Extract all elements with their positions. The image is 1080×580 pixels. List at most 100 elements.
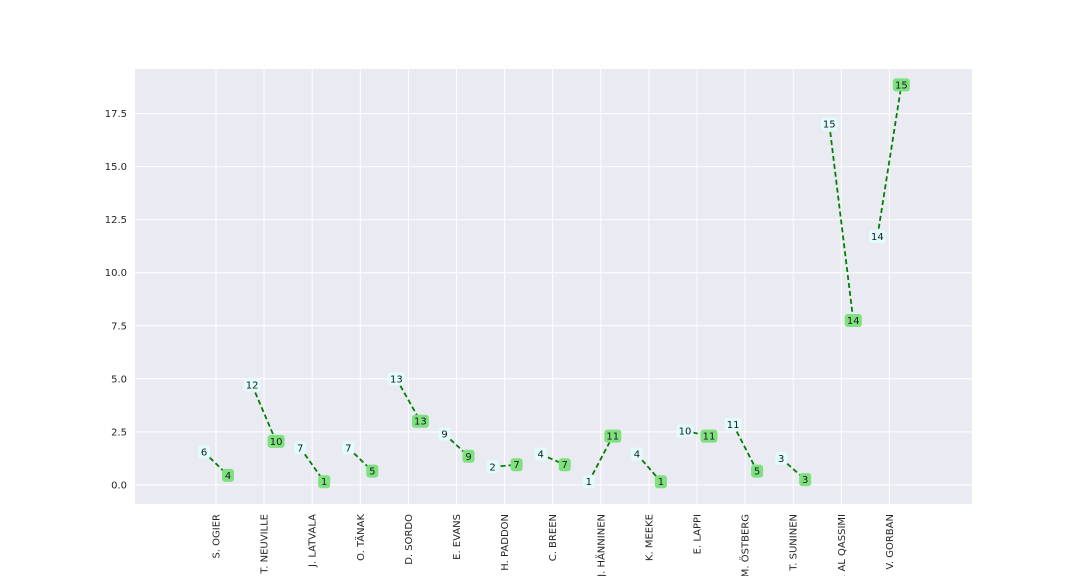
end-point-label: 13 (411, 414, 429, 428)
end-point-label-text: 15 (895, 80, 908, 91)
start-point-label-box (775, 451, 788, 465)
x-tick-label: K. AL QASSIMI (837, 514, 848, 576)
x-tick-label: K. MEEKE (644, 514, 655, 561)
end-point-label: 5 (751, 464, 764, 478)
end-point-label: 4 (222, 468, 234, 482)
end-point-label: 1 (654, 475, 667, 489)
start-point-label-box (342, 441, 355, 455)
start-point-label-text: 15 (823, 120, 836, 131)
series-segment (876, 84, 903, 237)
start-point-label: 4 (630, 447, 643, 461)
end-point-label-text: 5 (369, 467, 375, 478)
end-point-label: 10 (267, 434, 285, 448)
start-point-label: 15 (820, 117, 838, 131)
start-point-label: 2 (486, 460, 499, 474)
start-point-label: 14 (868, 230, 886, 244)
end-point-label-text: 4 (225, 471, 231, 482)
start-point-label-box (630, 447, 643, 461)
end-point-label: 15 (892, 78, 910, 92)
end-point-label: 3 (799, 473, 812, 487)
start-point-label-text: 12 (246, 381, 259, 392)
y-tick-label: 2.5 (111, 427, 127, 438)
end-point-label-box (799, 473, 812, 487)
start-point-label-box (486, 460, 499, 474)
x-tick-label: J. HÄNNINEN (594, 514, 607, 576)
end-point-label-text: 13 (414, 417, 427, 428)
start-point-label-text: 9 (441, 429, 447, 440)
end-point-label-text: 7 (562, 460, 568, 471)
start-point-label-box (868, 230, 886, 244)
start-point-label-text: 2 (489, 462, 495, 473)
end-point-label-box (654, 475, 667, 489)
start-point-label-text: 7 (297, 443, 303, 454)
x-tick-label: M. ÖSTBERG (739, 514, 752, 576)
series-segment (251, 384, 277, 442)
y-tick-label: 0.0 (111, 480, 127, 491)
start-point-label-box (198, 445, 210, 459)
start-point-label-box (294, 441, 307, 455)
end-point-label: 9 (462, 449, 475, 463)
end-point-label-box (366, 464, 379, 478)
start-point-label-box (387, 372, 405, 386)
start-point-label: 1 (582, 475, 595, 489)
start-point-label-text: 4 (634, 450, 640, 461)
end-point-label-box (462, 449, 475, 463)
end-point-label-text: 11 (703, 432, 716, 443)
start-point-label: 11 (724, 417, 742, 431)
x-tick-label: H. PADDON (500, 514, 511, 571)
y-tick-label: 5.0 (111, 374, 127, 385)
start-point-label-text: 6 (201, 448, 207, 459)
start-point-label-text: 11 (727, 420, 740, 431)
start-point-label-box (724, 417, 742, 431)
series-segment (395, 378, 422, 422)
grid-lines (135, 69, 972, 504)
end-point-label-box (892, 78, 910, 92)
x-tick-label: J. LATVALA (308, 514, 319, 568)
end-point-label-text: 3 (802, 475, 808, 486)
end-point-label: 7 (558, 458, 571, 472)
end-point-label: 11 (604, 429, 622, 443)
end-point-label-box (222, 468, 234, 482)
end-point-label-box (700, 429, 718, 443)
end-point-label-text: 11 (606, 432, 619, 443)
x-tick-label: C. BREEN (548, 514, 559, 561)
end-point-label-box (267, 434, 285, 448)
series-segment (636, 453, 662, 483)
end-point-label-text: 10 (270, 437, 283, 448)
x-tick-label: E. EVANS (452, 514, 463, 560)
start-point-label: 6 (198, 445, 210, 459)
end-point-label-text: 14 (847, 316, 860, 327)
start-point-label: 4 (534, 447, 547, 461)
start-point-label: 7 (294, 441, 307, 455)
start-point-label-text: 1 (586, 477, 592, 488)
plot-area (135, 69, 972, 504)
start-point-label-text: 7 (345, 443, 351, 454)
start-point-label: 12 (243, 378, 261, 392)
x-axis-ticks: S. OGIER T. NEUVILLE J. LATVALA O. TÄNAK D. … (212, 514, 896, 580)
x-tick-label: S. OGIER (212, 514, 223, 559)
y-axis-ticks: 0.0 2.5 5.0 7.5 10.0 12.5 15.0 17.5 (105, 109, 127, 491)
y-tick-label: 17.5 (105, 109, 127, 120)
end-point-label-box (844, 313, 862, 327)
start-point-label: 3 (775, 451, 788, 465)
x-tick-label: T. NEUVILLE (260, 514, 271, 575)
end-point-label-box (510, 458, 523, 472)
start-point-label-text: 14 (871, 232, 884, 243)
start-point-label: 7 (342, 441, 355, 455)
x-tick-label: D. SORDO (404, 514, 415, 565)
end-point-label: 11 (700, 429, 718, 443)
end-point-label-box (318, 475, 331, 489)
start-point-label: 10 (676, 424, 694, 438)
end-point-label-text: 7 (513, 460, 519, 471)
end-point-label-box (604, 429, 622, 443)
end-point-label-text: 1 (321, 477, 327, 488)
start-point-label-box (534, 447, 547, 461)
end-point-label: 7 (510, 458, 523, 472)
series-segment (588, 435, 614, 483)
start-point-label-box (582, 475, 595, 489)
start-point-label-text: 4 (538, 450, 544, 461)
start-point-label-box (438, 427, 451, 441)
